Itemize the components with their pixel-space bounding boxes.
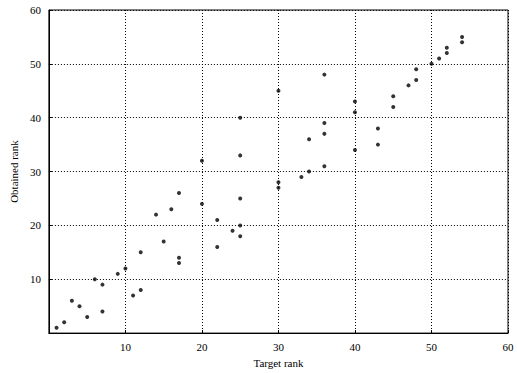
svg-text:60: 60	[30, 4, 42, 16]
svg-text:10: 10	[120, 341, 132, 353]
svg-text:30: 30	[30, 166, 42, 178]
svg-text:Obtained rank: Obtained rank	[8, 140, 20, 203]
svg-text:40: 40	[349, 341, 361, 353]
svg-text:40: 40	[30, 112, 42, 124]
svg-text:30: 30	[273, 341, 285, 353]
svg-text:Target rank: Target rank	[253, 357, 304, 369]
svg-text:20: 20	[30, 219, 42, 231]
svg-text:50: 50	[30, 58, 42, 70]
svg-text:10: 10	[30, 273, 42, 285]
svg-text:20: 20	[196, 341, 208, 353]
svg-text:60: 60	[503, 341, 515, 353]
svg-text:50: 50	[426, 341, 438, 353]
